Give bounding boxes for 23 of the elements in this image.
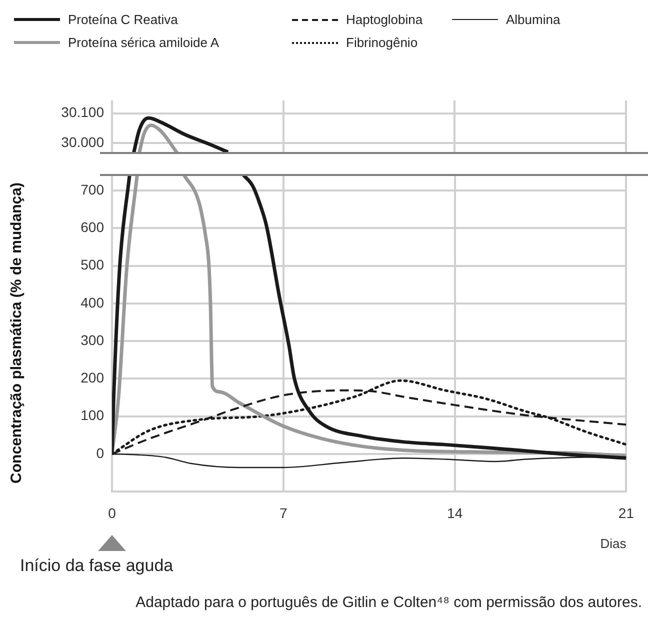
y-tick-label: 600 <box>80 219 104 236</box>
x-tick-label: 21 <box>618 504 634 521</box>
y-tick-label: 0 <box>96 444 104 461</box>
y-tick-label: 300 <box>80 332 104 348</box>
y-tick-label: 700 <box>80 181 104 198</box>
y-tick-label: 400 <box>80 294 104 310</box>
y-tick-label: 200 <box>80 370 104 386</box>
x-tick-label: 14 <box>447 504 463 521</box>
y-tick-label: 30.000 <box>61 134 104 150</box>
text: Adaptado para o português de Gitlin e Colten⁴⁸ com permissão dos autores. <box>136 594 642 611</box>
y-tick-label: 500 <box>80 256 104 273</box>
legend-label: Albumina <box>506 12 560 27</box>
legend-label: Haptoglobina <box>346 12 423 27</box>
y-tick-label: 100 <box>80 407 104 424</box>
x-axis-title: Dias <box>600 536 627 551</box>
legend-label: Proteína sérica amiloide A <box>68 35 220 50</box>
legend-label: Proteína C Reativa <box>68 12 178 27</box>
y-tick-label: 30.100 <box>61 104 104 120</box>
legend-label: Fibrinogênio <box>346 35 418 50</box>
text: Início da fase aguda <box>20 556 174 576</box>
x-tick-label: 0 <box>108 504 116 521</box>
y-axis-title: Concentração plasmática (% de mudança) <box>8 182 26 484</box>
x-tick-label: 7 <box>280 504 288 521</box>
